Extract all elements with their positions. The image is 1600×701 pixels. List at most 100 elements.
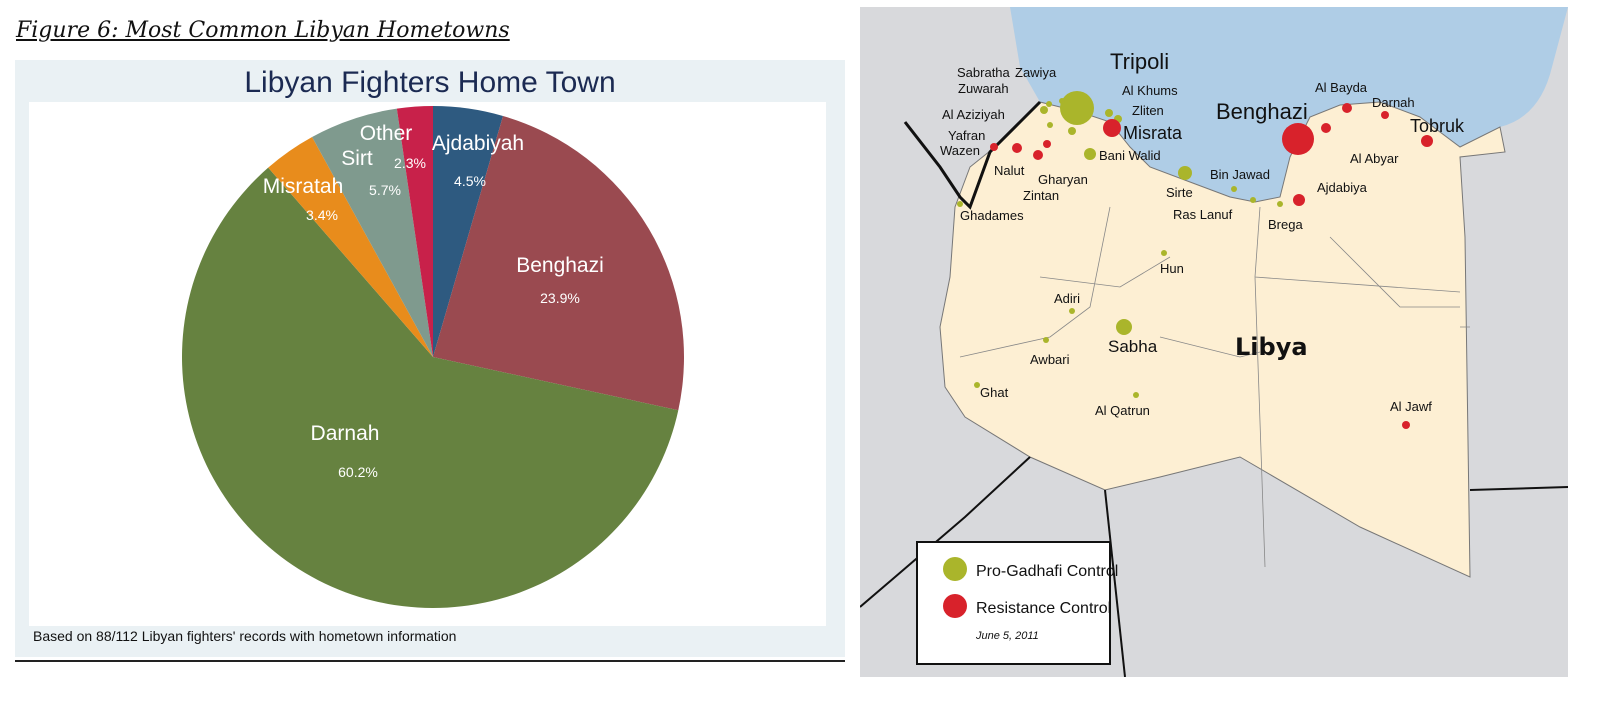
slice-value-label: 5.7%	[369, 182, 401, 198]
city-marker-al-jawf	[1402, 421, 1410, 429]
country-label: Libya	[1235, 333, 1308, 361]
city-label: Ras Lanuf	[1173, 207, 1233, 222]
district-lines	[959, 206, 1470, 568]
city-marker-adiri	[1069, 308, 1075, 314]
resistance-legend-icon	[943, 594, 967, 618]
city-label: Benghazi	[1216, 99, 1308, 124]
city-marker-ghadames	[957, 201, 963, 207]
border-line	[903, 100, 1042, 210]
city-marker-hun	[1161, 250, 1167, 256]
city-marker-ras-lanuf	[1250, 197, 1256, 203]
slice-label: Ajdabiyah	[432, 132, 524, 155]
border-line	[860, 456, 1031, 608]
slice-value-label: 23.9%	[540, 290, 580, 306]
city-label: Ajdabiya	[1317, 180, 1368, 195]
city-label: Darnah	[1372, 95, 1415, 110]
city-marker-al-abyar	[1321, 123, 1331, 133]
city-label: Tobruk	[1410, 116, 1465, 136]
city-marker-wazen	[990, 143, 998, 151]
city-label: Wazen	[940, 143, 980, 158]
pie-slice-darnah	[181, 167, 679, 608]
libya-map: Tripoli Sabratha Zawiya Zuwarah Al Khums Zlit…	[860, 7, 1568, 677]
city-label: Zuwarah	[958, 81, 1009, 96]
divider	[15, 660, 845, 662]
city-label: Al Jawf	[1390, 399, 1432, 414]
city-label: Al Bayda	[1315, 80, 1368, 95]
border-line	[1469, 486, 1568, 491]
city-label: Al Aziziyah	[942, 107, 1005, 122]
city-label: Zintan	[1023, 188, 1059, 203]
city-marker-al-bayda	[1342, 103, 1352, 113]
city-marker-al-khums	[1105, 109, 1113, 117]
city-marker-zuwarah	[1040, 106, 1048, 114]
city-marker-zintan	[1033, 150, 1043, 160]
slice-value-label: 4.5%	[454, 173, 486, 189]
city-marker-sabratha	[1046, 101, 1052, 107]
city-marker-bin-jawad	[1231, 186, 1237, 192]
city-marker-sirte	[1178, 166, 1192, 180]
slice-value-label: 2.3%	[394, 155, 426, 171]
city-marker-al-aziziyah	[1047, 122, 1053, 128]
slice-label: Benghazi	[516, 254, 604, 277]
city-marker-darnah	[1381, 111, 1389, 119]
slice-value-label: 60.2%	[338, 464, 378, 480]
slice-label: Darnah	[311, 422, 380, 445]
pie-slice-misratah	[268, 137, 433, 357]
city-marker-gharyan	[1068, 127, 1076, 135]
pie-chart: Ajdabiyah 4.5% Benghazi 23.9% Darnah 60.2% Mis…	[181, 106, 684, 608]
pie-slice-other	[396, 106, 433, 357]
city-marker-tobruk	[1421, 135, 1433, 147]
chart-note: Based on 88/112 Libyan fighters' records…	[33, 628, 457, 644]
resistance-legend-label: Resistance Control	[976, 600, 1111, 617]
slice-label: Sirt	[341, 147, 373, 170]
city-marker-awbari	[1043, 337, 1049, 343]
map-legend: Pro-Gadhafi Control Resistance Control J…	[916, 541, 1118, 665]
city-marker-nalut	[1012, 143, 1022, 153]
city-label: Sabha	[1108, 337, 1158, 356]
city-label: Awbari	[1030, 352, 1070, 367]
city-label: Hun	[1160, 261, 1184, 276]
pie-slice-ajdabiyah	[433, 106, 504, 357]
libya-land	[939, 101, 1506, 578]
slice-label: Other	[360, 122, 413, 145]
city-label: Adiri	[1054, 291, 1080, 306]
city-label: Ghat	[980, 385, 1009, 400]
city-marker-misrata	[1103, 119, 1121, 137]
city-label: Zliten	[1132, 103, 1164, 118]
city-label: Sirte	[1166, 185, 1193, 200]
city-marker-sabha	[1116, 319, 1132, 335]
city-marker-zawiya	[1059, 98, 1065, 104]
city-marker-ajdabiya	[1293, 194, 1305, 206]
pie-slice-sirt	[312, 108, 433, 357]
city-label: Bin Jawad	[1210, 167, 1270, 182]
pro-legend-icon	[943, 557, 967, 581]
pro-legend-label: Pro-Gadhafi Control	[976, 563, 1118, 580]
city-label: Gharyan	[1038, 172, 1088, 187]
city-marker-yafran	[1043, 140, 1051, 148]
city-label: Al Khums	[1122, 83, 1178, 98]
pie-slice-benghazi	[433, 115, 684, 411]
city-label: Brega	[1268, 217, 1303, 232]
city-marker-bani-walid	[1084, 148, 1096, 160]
border-line	[1104, 489, 1126, 677]
city-marker-tripoli	[1060, 91, 1094, 125]
city-marker-brega	[1277, 201, 1283, 207]
city-label: Tripoli	[1110, 49, 1169, 74]
legend-date: June 5, 2011	[975, 630, 1039, 642]
sea	[1010, 7, 1568, 202]
slice-label: Misratah	[263, 175, 344, 198]
city-label: Al Qatrun	[1095, 403, 1150, 418]
figure-caption: Figure 6: Most Common Libyan Hometowns	[16, 18, 510, 43]
city-label: Sabratha	[957, 65, 1011, 80]
city-label: Misrata	[1123, 123, 1183, 143]
chart-title: Libyan Fighters Home Town	[244, 66, 616, 99]
city-label: Zawiya	[1015, 65, 1057, 80]
city-label: Ghadames	[960, 208, 1024, 223]
city-marker-benghazi	[1282, 123, 1314, 155]
slice-value-label: 3.4%	[306, 207, 338, 223]
city-label: Bani Walid	[1099, 148, 1161, 163]
city-label: Al Abyar	[1350, 151, 1399, 166]
city-label: Yafran	[948, 128, 985, 143]
city-label: Nalut	[994, 163, 1025, 178]
city-marker-al-qatrun	[1133, 392, 1139, 398]
